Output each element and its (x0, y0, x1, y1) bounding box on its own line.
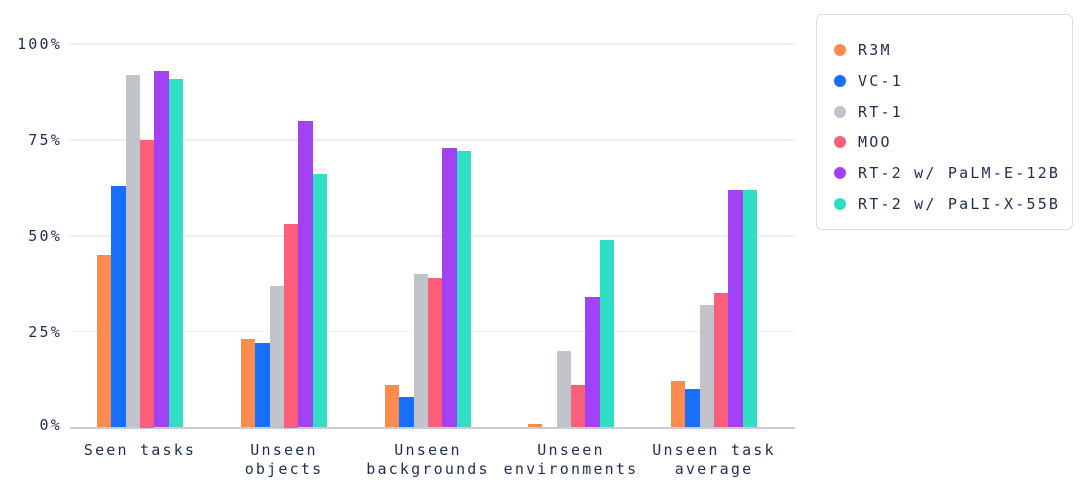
gridline (70, 43, 795, 45)
gridline (70, 139, 795, 141)
bar-r3m-unseen-task-average (671, 381, 686, 428)
legend-item-label: RT-2 w/ PaLI-X-55B (858, 194, 1061, 213)
y-tick-label: 75% (28, 130, 62, 149)
x-category-label-line: Unseen (537, 441, 605, 459)
legend-item-r3m: R3M (817, 35, 1072, 66)
bar-rt-2-w-palm-e-12b-seen-tasks (154, 70, 169, 428)
x-category-label-line: Unseen task (652, 441, 776, 459)
x-category-label-line: backgrounds (366, 460, 490, 478)
legend-item-rt-2-w-pali-x-55b: RT-2 w/ PaLI-X-55B (817, 188, 1072, 219)
x-category-label-line: objects (244, 460, 324, 478)
x-category-label: Unseen backgrounds (318, 441, 538, 479)
x-category-label-line: Unseen (394, 441, 462, 459)
bar-rt-2-w-palm-e-12b-unseen-backgrounds (442, 147, 457, 428)
bar-r3m-seen-tasks (97, 254, 112, 428)
x-category-label: Unseen objects (174, 441, 394, 479)
bar-rt-1-unseen-environments (556, 350, 571, 428)
bar-r3m-unseen-environments (528, 423, 543, 428)
bar-vc-1-unseen-backgrounds (399, 396, 414, 428)
bar-moo-seen-tasks (140, 139, 155, 428)
y-tick-label: 100% (17, 35, 62, 53)
bar-rt-2-w-pali-x-55b-unseen-backgrounds (456, 151, 471, 428)
legend-item-label: MOO (858, 133, 892, 152)
bar-vc-1-seen-tasks (111, 185, 126, 428)
bar-rt-2-w-pali-x-55b-unseen-objects (312, 174, 327, 428)
y-tick-label: 50% (28, 226, 62, 245)
x-axis-line (70, 427, 795, 429)
bar-moo-unseen-objects (284, 224, 299, 428)
legend-dot-icon (834, 44, 846, 57)
legend-item-moo: MOO (817, 127, 1072, 158)
legend-dot-icon (834, 136, 846, 149)
legend-item-rt-1: RT-1 (817, 96, 1072, 127)
y-tick-label: 0% (39, 415, 62, 434)
legend-item-label: RT-1 (858, 102, 903, 121)
bar-rt-1-seen-tasks (125, 74, 140, 428)
legend-item-vc-1: VC-1 (817, 66, 1072, 97)
legend-item-label: R3M (858, 41, 892, 60)
bar-vc-1-unseen-task-average (685, 389, 700, 428)
bar-vc-1-unseen-objects (255, 343, 270, 428)
x-category-label-line: Seen tasks (83, 441, 197, 459)
gridline (70, 235, 795, 237)
bar-rt-2-w-pali-x-55b-seen-tasks (168, 78, 183, 428)
legend-dot-icon (834, 105, 846, 118)
bar-rt-1-unseen-task-average (699, 304, 714, 428)
bar-moo-unseen-environments (571, 385, 586, 428)
bar-rt-1-unseen-backgrounds (413, 274, 428, 428)
bar-rt-1-unseen-objects (269, 285, 284, 428)
bar-r3m-unseen-objects (241, 339, 256, 428)
legend-item-label: VC-1 (858, 72, 903, 91)
bar-r3m-unseen-backgrounds (385, 385, 400, 428)
x-category-label: Unseen task average (604, 441, 824, 479)
legend-dot-icon (834, 197, 846, 210)
y-tick-label: 25% (28, 322, 62, 341)
legend-item-rt-2-w-palm-e-12b: RT-2 w/ PaLM-E-12B (817, 158, 1072, 189)
x-category-label: Seen tasks (30, 441, 250, 460)
bar-rt-2-w-palm-e-12b-unseen-objects (298, 120, 313, 428)
bar-rt-2-w-pali-x-55b-unseen-task-average (742, 189, 757, 428)
plot-area: 100% 75% 50% 25% 0% Seen tasks Unseen objects Un… (17, 35, 795, 479)
bar-rt-2-w-pali-x-55b-unseen-environments (599, 239, 614, 428)
x-category-label: Unseen environments (461, 441, 681, 479)
x-category-label-line: environments (503, 460, 639, 478)
legend-dot-icon (834, 167, 846, 180)
legend: R3M VC-1 RT-1 MOO RT-2 w/ PaLM-E-12B RT-2 w/ … (816, 14, 1073, 230)
x-category-label-line: average (674, 460, 754, 478)
legend-item-label: RT-2 w/ PaLM-E-12B (858, 164, 1061, 183)
bar-moo-unseen-task-average (714, 293, 729, 428)
bar-rt-2-w-palm-e-12b-unseen-task-average (728, 189, 743, 428)
x-category-label-line: Unseen (250, 441, 318, 459)
bar-moo-unseen-backgrounds (428, 277, 443, 428)
bar-rt-2-w-palm-e-12b-unseen-environments (585, 297, 600, 428)
legend-dot-icon (834, 75, 846, 88)
